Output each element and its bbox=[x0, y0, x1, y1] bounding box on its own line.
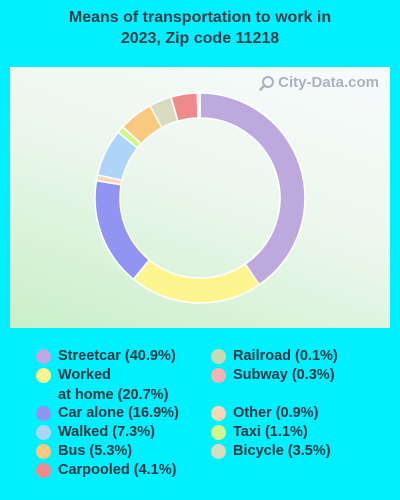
legend-label: Carpooled (4.1%) bbox=[58, 462, 177, 478]
legend-swatch bbox=[36, 348, 51, 364]
donut-slice-railroad bbox=[198, 92, 201, 119]
legend-swatch bbox=[211, 443, 226, 459]
donut-slice-streetcar bbox=[199, 92, 306, 286]
legend-item-bus: Bus (5.3%) bbox=[36, 441, 132, 461]
legend-swatch bbox=[211, 367, 226, 383]
legend-swatch bbox=[36, 424, 51, 440]
legend-swatch bbox=[36, 443, 51, 459]
legend-item-carpooled: Carpooled (4.1%) bbox=[36, 460, 176, 480]
legend-swatch bbox=[36, 462, 51, 478]
chart-title: Means of transportation to work in 2023,… bbox=[0, 7, 400, 49]
legend-label: Worked at home (20.7%) bbox=[58, 367, 169, 403]
plot-area: City-Data.com bbox=[10, 67, 390, 328]
legend-item-car-alone: Car alone (16.9%) bbox=[36, 403, 179, 423]
chart-title-line-2: 2023, Zip code 11218 bbox=[120, 30, 280, 47]
legend-item-taxi: Taxi (1.1%) bbox=[211, 422, 308, 442]
legend: Streetcar (40.9%) Worked at home (20.7%) C… bbox=[36, 346, 396, 496]
legend-label: Taxi (1.1%) bbox=[233, 424, 308, 440]
donut-chart bbox=[94, 92, 306, 304]
legend-label: Streetcar (40.9%) bbox=[58, 348, 176, 364]
legend-label: Bus (5.3%) bbox=[58, 443, 133, 459]
chart-title-line-1: Means of transportation to work in bbox=[68, 9, 332, 26]
legend-label: Walked (7.3%) bbox=[58, 424, 155, 440]
legend-swatch bbox=[36, 367, 51, 383]
legend-item-bicycle: Bicycle (3.5%) bbox=[211, 441, 331, 461]
donut-slice-worked-at-home bbox=[132, 258, 261, 304]
legend-label: Bicycle (3.5%) bbox=[233, 443, 331, 459]
legend-swatch bbox=[211, 424, 226, 440]
legend-item-worked: Worked at home (20.7%) bbox=[36, 365, 168, 405]
legend-item-streetcar: Streetcar (40.9%) bbox=[36, 346, 176, 366]
legend-item-railroad: Railroad (0.1%) bbox=[211, 346, 338, 366]
legend-label: Railroad (0.1%) bbox=[233, 348, 338, 364]
donut-slice-car-alone bbox=[94, 179, 151, 281]
watermark-text: City-Data.com bbox=[278, 74, 379, 91]
legend-item-other: Other (0.9%) bbox=[211, 403, 318, 423]
legend-label: Car alone (16.9%) bbox=[58, 405, 179, 421]
legend-swatch bbox=[211, 348, 226, 364]
legend-swatch bbox=[36, 405, 51, 421]
legend-label: Other (0.9%) bbox=[233, 405, 319, 421]
legend-item-subway: Subway (0.3%) bbox=[211, 365, 335, 385]
magnifier-icon bbox=[259, 75, 275, 91]
legend-swatch bbox=[211, 405, 226, 421]
legend-item-walked: Walked (7.3%) bbox=[36, 422, 155, 442]
legend-label: Subway (0.3%) bbox=[233, 367, 335, 383]
watermark: City-Data.com bbox=[259, 74, 379, 91]
